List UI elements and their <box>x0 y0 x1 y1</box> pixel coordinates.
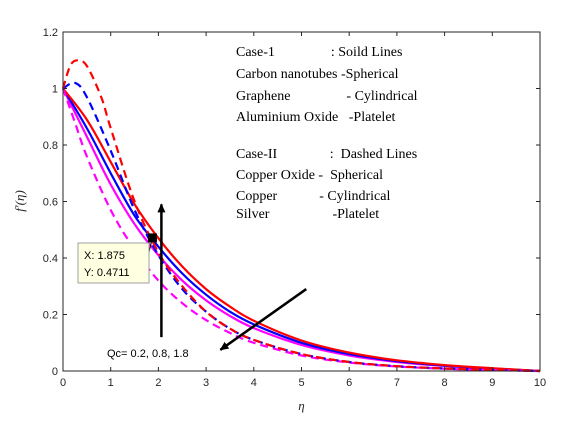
x-tick-label: 5 <box>298 377 304 389</box>
legend-line-2: Carbon nanotubes -Spherical <box>236 67 399 82</box>
legend-line-8: Silver -Platelet <box>236 207 379 222</box>
x-tick-label: 3 <box>203 377 209 389</box>
plot-area <box>63 32 540 371</box>
x-axis-label: η <box>298 398 304 413</box>
x-tick-label: 4 <box>251 377 257 389</box>
series-line-5 <box>62 81 541 373</box>
legend-line-5: Case-II : Dashed Lines <box>236 147 417 162</box>
datatip: X: 1.875 Y: 0.4711 <box>77 233 157 284</box>
y-tick-label: 0.6 <box>43 197 58 209</box>
qc-annotation: Qc= 0.2, 0.8, 1.8 <box>107 203 307 360</box>
y-tick-label: 0 <box>52 366 58 378</box>
y-axis-label: f′(η) <box>12 190 27 212</box>
diagonal-arrow <box>219 288 307 351</box>
x-tick-label: 0 <box>60 377 66 389</box>
datatip-box <box>77 242 150 284</box>
y-tick-label: 0.8 <box>43 140 58 152</box>
datatip-marker[interactable] <box>147 233 157 243</box>
ticks-group: 0 1 2 3 4 5 6 7 8 9 10 0 0.2 0.4 0.6 0.8 1 1.2 <box>43 27 546 389</box>
qc-label: Qc= 0.2, 0.8, 1.8 <box>107 348 189 360</box>
x-tick-label: 2 <box>155 377 161 389</box>
x-tick-label: 1 <box>108 377 114 389</box>
y-tick-label: 0.4 <box>43 253 58 265</box>
datatip-x: X: 1.875 <box>84 250 125 262</box>
legend-line-4: Aluminium Oxide -Platelet <box>236 110 396 125</box>
legend-text-block: Case-1 : Soild Lines Carbon nanotubes -Sp… <box>236 45 418 222</box>
y-tick-label: 0.2 <box>43 310 58 322</box>
x-tick-label: 7 <box>394 377 400 389</box>
legend-line-3: Graphene - Cylindrical <box>236 89 418 104</box>
y-tick-label: 1.2 <box>43 27 58 39</box>
y-tick-label: 1 <box>52 84 58 96</box>
legend-line-6: Copper Oxide - Spherical <box>236 168 383 183</box>
series-line-3 <box>62 87 541 373</box>
series-line-6 <box>61 59 541 373</box>
x-tick-label: 8 <box>442 377 448 389</box>
curves-group <box>61 59 541 373</box>
x-tick-label: 6 <box>346 377 352 389</box>
legend-line-1: Case-1 : Soild Lines <box>236 45 402 60</box>
x-tick-label: 10 <box>534 377 546 389</box>
legend-line-7: Copper - Cylindrical <box>236 189 390 204</box>
x-tick-label: 9 <box>489 377 495 389</box>
datatip-y: Y: 0.4711 <box>84 267 130 279</box>
